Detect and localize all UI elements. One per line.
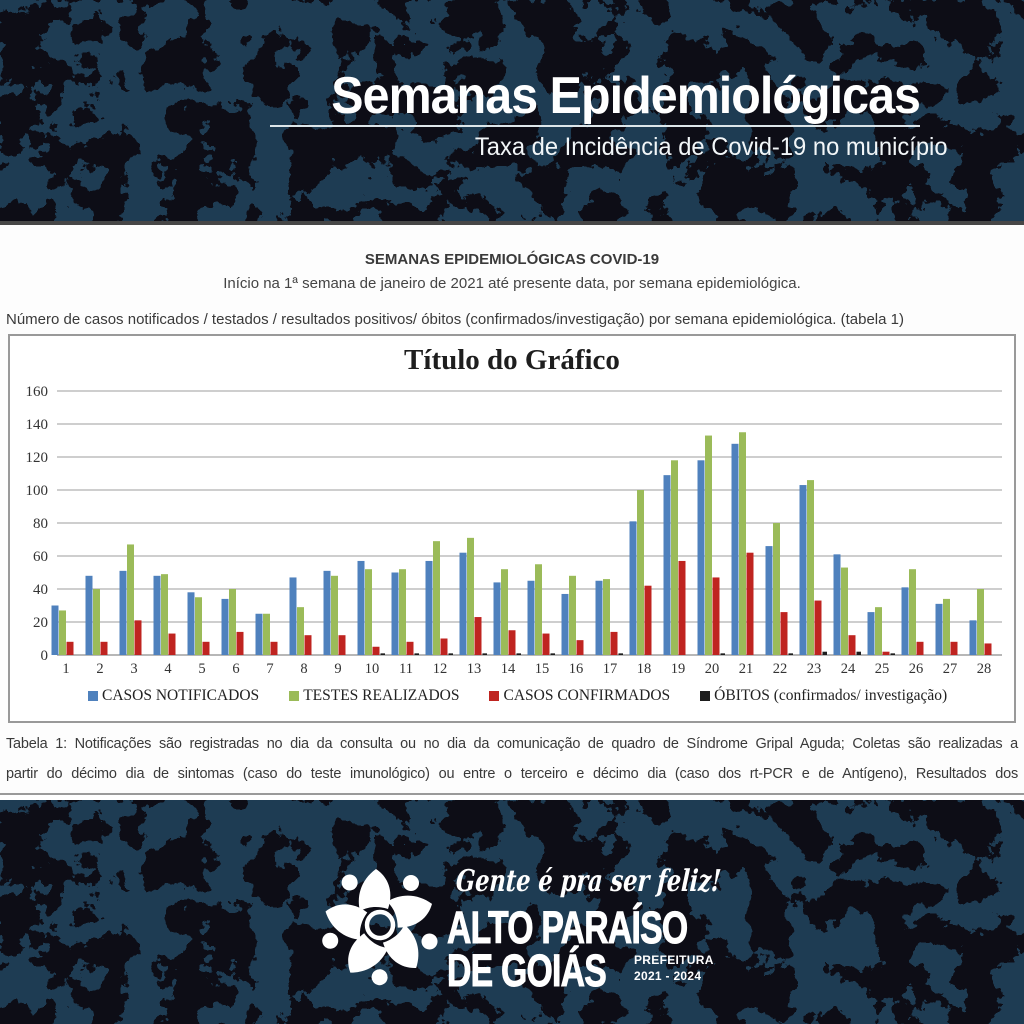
document-intro: Número de casos notificados / testados /… — [6, 311, 904, 328]
legend-label: CASOS NOTIFICADOS — [102, 687, 260, 704]
svg-text:28: 28 — [977, 661, 992, 677]
svg-text:100: 100 — [26, 483, 49, 499]
legend-item: CASOS CONFIRMADOS — [489, 687, 670, 705]
document-subheading: Início na 1ª semana de janeiro de 2021 a… — [223, 275, 801, 292]
svg-text:4: 4 — [164, 661, 172, 677]
svg-text:21: 21 — [739, 661, 754, 677]
svg-text:160: 160 — [26, 384, 49, 400]
svg-text:1: 1 — [62, 661, 69, 677]
svg-text:8: 8 — [300, 661, 307, 677]
document-section: SEMANAS EPIDEMIOLÓGICAS COVID-19 Início … — [0, 225, 1024, 793]
header-underline — [270, 125, 920, 127]
svg-text:19: 19 — [671, 661, 686, 677]
legend-swatch — [489, 691, 500, 701]
chart-title: Título do Gráfico — [404, 344, 620, 376]
svg-text:20: 20 — [33, 615, 48, 631]
svg-text:6: 6 — [232, 661, 239, 677]
svg-text:24: 24 — [841, 661, 856, 677]
header-subtitle: Taxa de Incidência de Covid-19 no municí… — [475, 133, 948, 161]
legend-label: CASOS CONFIRMADOS — [503, 687, 671, 704]
svg-text:10: 10 — [365, 661, 380, 677]
legend-swatch — [88, 691, 98, 701]
document-note: Tabela 1: Notificações são registradas n… — [6, 736, 1018, 796]
footer-tagline: Gente é pra ser feliz! — [454, 864, 723, 899]
header-title: Semanas Epidemiológicas — [331, 67, 921, 125]
legend-label: TESTES REALIZADOS — [303, 687, 460, 704]
svg-text:25: 25 — [875, 661, 890, 677]
legend-item: CASOS NOTIFICADOS — [88, 687, 259, 705]
legend-item: ÓBITOS (confirmados/ investigação) — [700, 687, 947, 705]
legend-swatch — [289, 691, 300, 701]
svg-text:120: 120 — [26, 450, 49, 466]
footer-city-name-1: ALTO PARAÍSO — [447, 902, 689, 954]
svg-text:18: 18 — [637, 661, 652, 677]
svg-text:0: 0 — [41, 648, 49, 664]
svg-text:23: 23 — [807, 661, 822, 677]
header-texture — [0, 0, 1024, 221]
svg-text:13: 13 — [467, 661, 482, 677]
footer-texture — [0, 800, 1024, 1024]
svg-text:60: 60 — [33, 549, 48, 565]
footer-term: 2021 - 2024 — [634, 969, 702, 983]
footer-divider — [0, 793, 1024, 795]
header-band: Semanas Epidemiológicas Taxa de Incidênc… — [0, 0, 1024, 221]
svg-text:40: 40 — [33, 582, 48, 598]
svg-text:7: 7 — [266, 661, 273, 677]
svg-text:5: 5 — [198, 661, 205, 677]
svg-text:22: 22 — [773, 661, 788, 677]
svg-text:11: 11 — [399, 661, 413, 677]
header-divider — [0, 221, 1024, 225]
legend-label: ÓBITOS (confirmados/ investigação) — [714, 687, 948, 704]
svg-text:14: 14 — [501, 661, 516, 677]
svg-text:17: 17 — [603, 661, 618, 677]
svg-text:16: 16 — [569, 661, 584, 677]
legend-swatch — [700, 691, 711, 701]
city-logo — [322, 869, 438, 986]
svg-text:9: 9 — [334, 661, 341, 677]
svg-text:27: 27 — [943, 661, 958, 677]
svg-text:140: 140 — [26, 417, 49, 433]
svg-text:3: 3 — [130, 661, 137, 677]
legend-item: TESTES REALIZADOS — [289, 687, 459, 705]
footer-city-name-2: DE GOIÁS — [447, 945, 608, 997]
chart-legend: CASOS NOTIFICADOS TESTES REALIZADOS CASOS … — [88, 687, 947, 705]
svg-text:20: 20 — [705, 661, 720, 677]
svg-text:2: 2 — [96, 661, 103, 677]
chart: 0 20 40 60 80 100 120 140 160 1 2 3 4 5 6 7 8 9 10 11 12 13 14… — [8, 334, 1016, 723]
svg-text:80: 80 — [33, 516, 48, 532]
note-line-1: Tabela 1: Notificações são registradas n… — [6, 736, 1018, 752]
footer-org: PREFEITURA — [634, 953, 714, 967]
svg-text:26: 26 — [909, 661, 924, 677]
svg-text:15: 15 — [535, 661, 550, 677]
footer-band — [0, 800, 1024, 1024]
note-line-2: partir do décimo dia de sintomas (caso d… — [6, 766, 1018, 782]
document-heading: SEMANAS EPIDEMIOLÓGICAS COVID-19 — [364, 251, 660, 268]
svg-text:12: 12 — [433, 661, 448, 677]
